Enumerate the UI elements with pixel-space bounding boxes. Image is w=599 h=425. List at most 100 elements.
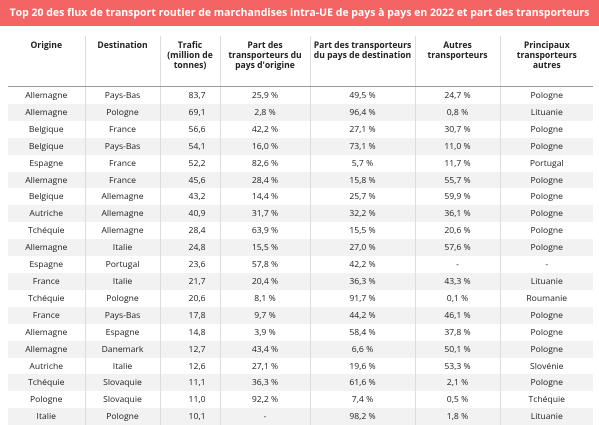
table-cell: 54,1 bbox=[160, 138, 220, 155]
table-cell: 11,0 bbox=[160, 391, 220, 408]
title: Top 20 des flux de transport routier de … bbox=[0, 6, 599, 20]
column-header: Destination bbox=[85, 36, 160, 87]
table-cell: Autriche bbox=[8, 358, 85, 375]
table-cell: Espagne bbox=[8, 256, 85, 273]
table-cell: 42,2 % bbox=[310, 256, 415, 273]
table-cell: Slovaquie bbox=[85, 374, 160, 391]
table-cell: Pologne bbox=[500, 324, 593, 341]
table-cell: 20,6 bbox=[160, 290, 220, 307]
table-cell: Pologne bbox=[500, 121, 593, 138]
table-cell: 58,4 % bbox=[310, 324, 415, 341]
table-cell: 8,1 % bbox=[220, 290, 310, 307]
table-cell: 27,1 % bbox=[220, 358, 310, 375]
table-cell: 15,5 % bbox=[220, 239, 310, 256]
table-cell: 20,6 % bbox=[415, 222, 500, 239]
table-cell: 50,1 % bbox=[415, 341, 500, 358]
table-cell: Danemark bbox=[85, 341, 160, 358]
column-header: Principaux transporteurs autres bbox=[500, 36, 593, 87]
table-cell: 11,0 % bbox=[415, 138, 500, 155]
table-cell: Allemagne bbox=[85, 205, 160, 222]
table-cell: 19,6 % bbox=[310, 358, 415, 375]
table-cell: 0,8 % bbox=[415, 104, 500, 121]
table-cell: 83,7 bbox=[160, 87, 220, 104]
table-cell: - bbox=[415, 256, 500, 273]
table-cell: - bbox=[500, 256, 593, 273]
table-cell: Slovénie bbox=[500, 358, 593, 375]
table-cell: 44,2 % bbox=[310, 307, 415, 324]
table-cell: Pays-Bas bbox=[85, 307, 160, 324]
table-cell: 36,3 % bbox=[220, 374, 310, 391]
table-cell: Allemagne bbox=[8, 172, 85, 189]
table-cell: 36,3 % bbox=[310, 273, 415, 290]
table-cell: Lituanie bbox=[500, 273, 593, 290]
table-cell: 16,0 % bbox=[220, 138, 310, 155]
table-cell: 3,9 % bbox=[220, 324, 310, 341]
table-cell: 28,4 % bbox=[220, 172, 310, 189]
table-cell: Belgique bbox=[8, 121, 85, 138]
table-cell: 43,2 bbox=[160, 188, 220, 205]
table-cell: Lituanie bbox=[500, 408, 593, 425]
table-cell: 59,9 % bbox=[415, 188, 500, 205]
table-cell: 42,2 % bbox=[220, 121, 310, 138]
column-header: Part des transporteurs du pays d'origine bbox=[220, 36, 310, 87]
table-cell: Pologne bbox=[500, 341, 593, 358]
table-cell: Tchéquie bbox=[8, 222, 85, 239]
table-cell: 23,6 bbox=[160, 256, 220, 273]
table-cell: Espagne bbox=[85, 324, 160, 341]
table-cell: Italie bbox=[85, 273, 160, 290]
table-cell: 11,7 % bbox=[415, 155, 500, 172]
table-cell: Belgique bbox=[8, 188, 85, 205]
table-cell: 37,8 % bbox=[415, 324, 500, 341]
table-cell: France bbox=[8, 307, 85, 324]
table-cell: 9,7 % bbox=[220, 307, 310, 324]
table-cell: 61,6 % bbox=[310, 374, 415, 391]
table-cell: 49,5 % bbox=[310, 87, 415, 104]
table-cell: Pologne bbox=[500, 87, 593, 104]
table-cell: 20,4 % bbox=[220, 273, 310, 290]
table-cell: France bbox=[85, 155, 160, 172]
table-cell: 17,8 bbox=[160, 307, 220, 324]
table-cell: 11,1 bbox=[160, 374, 220, 391]
table-cell: Pologne bbox=[85, 104, 160, 121]
table-cell: Tchéquie bbox=[8, 374, 85, 391]
table-cell: 0,1 % bbox=[415, 290, 500, 307]
column-header: Origine bbox=[8, 36, 85, 87]
table-cell: 24,8 bbox=[160, 239, 220, 256]
column-header: Trafic (million de tonnes) bbox=[160, 36, 220, 87]
table-cell: 43,3 % bbox=[415, 273, 500, 290]
table-cell: Pologne bbox=[8, 391, 85, 408]
table-cell: 96,4 % bbox=[310, 104, 415, 121]
table-cell: 32,2 % bbox=[310, 205, 415, 222]
table-cell: 45,6 bbox=[160, 172, 220, 189]
table-cell: Pays-Bas bbox=[85, 138, 160, 155]
table-cell: 31,7 % bbox=[220, 205, 310, 222]
table-cell: 2,8 % bbox=[220, 104, 310, 121]
table-cell: 28,4 bbox=[160, 222, 220, 239]
table-cell: - bbox=[220, 408, 310, 425]
column-header: Autres transporteurs bbox=[415, 36, 500, 87]
table-cell: Italie bbox=[8, 408, 85, 425]
table-cell: Pologne bbox=[500, 307, 593, 324]
table-cell: 12,6 bbox=[160, 358, 220, 375]
table-cell: 25,7 % bbox=[310, 188, 415, 205]
table-cell: 24,7 % bbox=[415, 87, 500, 104]
table-cell: 36,1 % bbox=[415, 205, 500, 222]
table-cell: Allemagne bbox=[8, 104, 85, 121]
table-cell: Pologne bbox=[500, 188, 593, 205]
table-cell: 1,8 % bbox=[415, 408, 500, 425]
table-cell: 10,1 bbox=[160, 408, 220, 425]
table-cell: 57,8 % bbox=[220, 256, 310, 273]
table-cell: Belgique bbox=[8, 138, 85, 155]
